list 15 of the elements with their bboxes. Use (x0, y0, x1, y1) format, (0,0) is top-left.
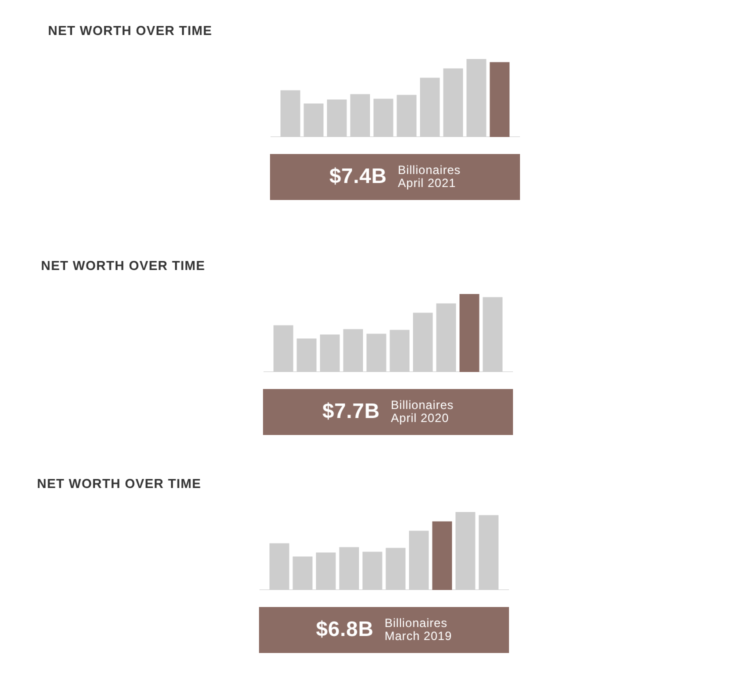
text: Billionaires (390, 398, 454, 412)
bar (460, 294, 480, 372)
text: March 2019 (384, 629, 452, 643)
text: Billionaires (384, 616, 448, 630)
text: $6.8B (316, 618, 374, 642)
text: $7.4B (329, 165, 387, 189)
text: April 2021 (398, 176, 457, 190)
text: NET WORTH OVER TIME (48, 23, 212, 39)
bar (432, 521, 452, 590)
text: April 2020 (390, 411, 450, 425)
text: NET WORTH OVER TIME (37, 476, 202, 492)
text: $7.7B (322, 400, 380, 424)
bar (490, 62, 510, 137)
text: NET WORTH OVER TIME (41, 258, 206, 274)
text: Billionaires (398, 163, 461, 177)
